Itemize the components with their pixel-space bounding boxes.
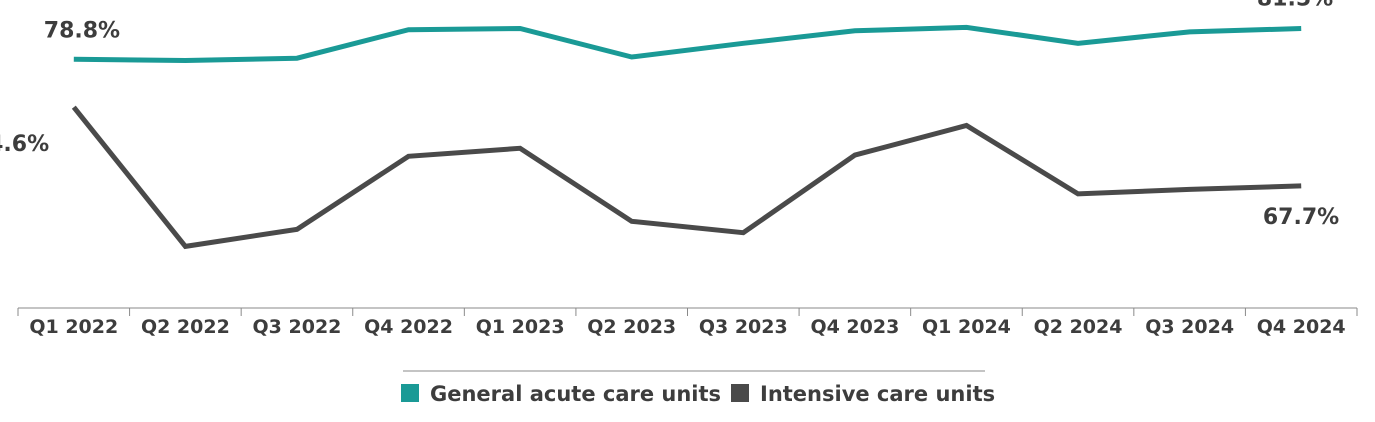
x-tick-label: Q1 2023 — [476, 316, 565, 338]
point-labels: 78.8% 81.5% 74.6% 67.7% — [0, 0, 1339, 230]
x-tick-label: Q2 2024 — [1034, 316, 1123, 338]
x-tick-label: Q3 2022 — [253, 316, 342, 338]
legend-label: Intensive care units — [760, 382, 995, 406]
x-tick-label: Q1 2024 — [922, 316, 1011, 338]
series-line-0 — [73, 24, 1302, 64]
data-label: 67.7% — [1263, 205, 1339, 230]
data-label: 78.8% — [44, 18, 120, 43]
legend: General acute care units Intensive care u… — [401, 382, 995, 406]
legend-swatch — [401, 384, 419, 402]
series-line-1 — [71, 105, 1302, 250]
x-tick-label: Q1 2022 — [29, 316, 118, 338]
legend-label: General acute care units — [430, 382, 721, 406]
x-tick-label: Q2 2023 — [587, 316, 676, 338]
x-tick-label: Q3 2024 — [1145, 316, 1234, 338]
x-tick-label: Q4 2023 — [810, 316, 899, 338]
data-label: 74.6% — [0, 132, 49, 157]
x-axis-ticks: Q1 2022 Q2 2022 Q3 2022 Q4 2022 Q1 2023 Q2 20… — [17, 308, 1358, 338]
x-tick-label: Q4 2024 — [1257, 316, 1346, 338]
series-lines — [71, 24, 1302, 250]
x-tick-label: Q4 2022 — [364, 316, 453, 338]
data-label: 81.5% — [1257, 0, 1333, 12]
legend-swatch — [731, 384, 749, 402]
x-tick-label: Q2 2022 — [141, 316, 230, 338]
x-tick-label: Q3 2023 — [699, 316, 788, 338]
